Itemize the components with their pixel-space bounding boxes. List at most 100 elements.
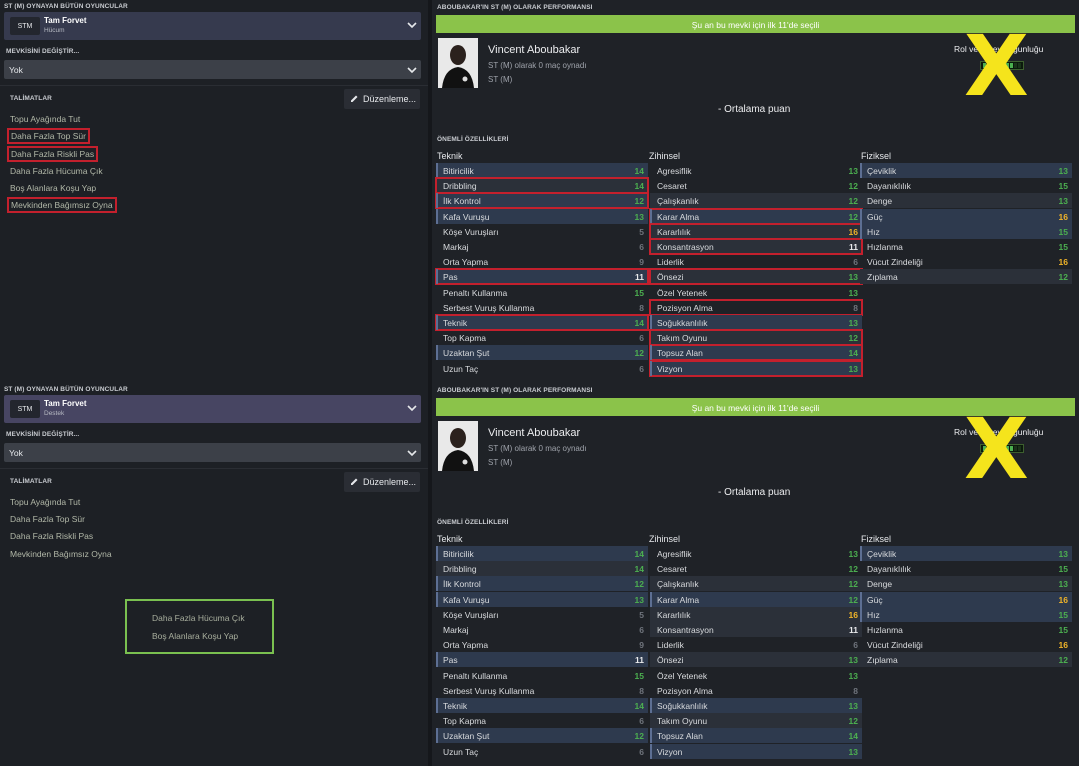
instruction-item[interactable]: Mevkinden Bağımsız Oyna xyxy=(10,549,112,559)
attribute-row[interactable]: Uzaktan Şut 12 xyxy=(436,728,648,744)
attribute-row[interactable]: Uzun Taç 6 xyxy=(436,744,648,759)
attribute-name: Karar Alma xyxy=(657,594,700,605)
change-position-select[interactable]: Yok xyxy=(4,60,421,79)
instruction-item[interactable]: Daha Fazla Hücuma Çık xyxy=(10,166,103,176)
attribute-row[interactable]: Takım Oyunu 12 xyxy=(650,713,862,729)
attribute-row[interactable]: Kafa Vuruşu 13 xyxy=(436,591,648,607)
attribute-row[interactable]: Serbest Vuruş Kullanma 8 xyxy=(436,683,648,698)
attribute-row[interactable]: Kararlılık 16 xyxy=(649,222,863,240)
attribute-value: 12 xyxy=(848,333,858,344)
attribute-row[interactable]: Teknik 14 xyxy=(435,314,649,331)
attribute-row[interactable]: Topsuz Alan 14 xyxy=(650,728,862,744)
attribute-row[interactable]: Cesaret 12 xyxy=(650,178,862,193)
attribute-row[interactable]: Markaj 6 xyxy=(436,622,648,637)
attribute-row[interactable]: Top Kapma 6 xyxy=(436,330,648,345)
boxed-instruction[interactable]: Daha Fazla Hücuma Çık xyxy=(152,613,245,623)
attribute-row[interactable]: Bitiricilik 14 xyxy=(436,546,648,561)
top-pane: ST (M) OYNAYAN BÜTÜN OYUNCULAR STM Tam F… xyxy=(0,3,1075,377)
player-name[interactable]: Vincent Aboubakar xyxy=(488,44,581,56)
attribute-row[interactable]: Hız 15 xyxy=(860,606,1072,622)
attribute-row[interactable]: Uzaktan Şut 12 xyxy=(436,345,648,361)
attribute-row[interactable]: Konsantrasyon 11 xyxy=(650,622,862,637)
change-position-select[interactable]: Yok xyxy=(4,443,421,462)
attribute-row[interactable]: Uzun Taç 6 xyxy=(436,361,648,376)
attribute-row[interactable]: İlk Kontrol 12 xyxy=(436,576,648,592)
attribute-row[interactable]: Dayanıklılık 15 xyxy=(860,178,1072,193)
boxed-instruction[interactable]: Boş Alanlara Koşu Yap xyxy=(152,631,239,641)
attribute-row[interactable]: Pas 11 xyxy=(435,268,649,286)
attribute-row[interactable]: Penaltı Kullanma 15 xyxy=(436,668,648,683)
attribute-row[interactable]: Denge 13 xyxy=(860,576,1072,592)
player-name[interactable]: Vincent Aboubakar xyxy=(488,427,581,439)
attribute-row[interactable]: Özel Yetenek 13 xyxy=(650,668,862,683)
attribute-row[interactable]: Güç 16 xyxy=(860,208,1072,224)
attribute-value: 14 xyxy=(848,731,858,742)
attribute-row[interactable]: Köşe Vuruşları 5 xyxy=(436,607,648,622)
attribute-row[interactable]: İlk Kontrol 12 xyxy=(435,192,649,210)
attribute-row[interactable]: Serbest Vuruş Kullanma 8 xyxy=(436,300,648,315)
instruction-item[interactable]: Topu Ayağında Tut xyxy=(10,114,81,124)
attribute-name: Çalışkanlık xyxy=(657,579,699,590)
edit-instructions-button[interactable]: Düzenleme... xyxy=(344,472,420,492)
change-position-title: MEVKİSİNİ DEĞİŞTİR... xyxy=(6,431,80,438)
attribute-name: Çeviklik xyxy=(867,166,897,176)
attribute-row[interactable]: Önsezi 13 xyxy=(649,268,863,286)
instruction-item[interactable]: Daha Fazla Riskli Pas xyxy=(10,531,94,541)
attribute-row[interactable]: Özel Yetenek 13 xyxy=(650,285,862,300)
attribute-row[interactable]: Liderlik 6 xyxy=(650,637,862,652)
instruction-item[interactable]: Boş Alanlara Koşu Yap xyxy=(10,183,97,193)
instruction-item[interactable]: Daha Fazla Top Sür xyxy=(10,514,85,524)
attribute-row[interactable]: Önsezi 13 xyxy=(650,652,862,668)
attribute-row[interactable]: Güç 16 xyxy=(860,591,1072,607)
attribute-row[interactable]: Çalışkanlık 12 xyxy=(650,193,862,209)
attribute-row[interactable]: Hız 15 xyxy=(860,223,1072,239)
attribute-row[interactable]: Penaltı Kullanma 15 xyxy=(436,285,648,300)
attribute-row[interactable]: Vizyon 13 xyxy=(650,743,862,759)
attribute-row[interactable]: Liderlik 6 xyxy=(650,254,862,269)
attribute-row[interactable]: Konsantrasyon 11 xyxy=(649,238,863,255)
attribute-row[interactable]: Vizyon 13 xyxy=(649,359,863,377)
instruction-item[interactable]: Mevkinden Bağımsız Oyna xyxy=(7,197,117,213)
attribute-row[interactable]: Dribbling 14 xyxy=(435,177,649,195)
attribute-value: 16 xyxy=(848,226,858,237)
attribute-row[interactable]: Zıplama 12 xyxy=(860,269,1072,285)
attribute-row[interactable]: Orta Yapma 9 xyxy=(436,254,648,269)
attribute-row[interactable]: Dayanıklılık 15 xyxy=(860,561,1072,576)
attribute-row[interactable]: Agresiflik 13 xyxy=(650,546,862,561)
attribute-row[interactable]: Çalışkanlık 12 xyxy=(650,576,862,592)
instruction-item[interactable]: Daha Fazla Top Sür xyxy=(7,128,90,144)
attribute-row[interactable]: Zıplama 12 xyxy=(860,652,1072,668)
attribute-row[interactable]: Çeviklik 13 xyxy=(860,546,1072,561)
attribute-row[interactable]: Teknik 14 xyxy=(436,698,648,713)
attribute-row[interactable]: Vücut Zindeliği 16 xyxy=(860,637,1072,652)
attribute-row[interactable]: Topsuz Alan 14 xyxy=(649,344,863,362)
attribute-row[interactable]: Vücut Zindeliği 16 xyxy=(860,254,1072,269)
instruction-item[interactable]: Daha Fazla Riskli Pas xyxy=(6,146,99,162)
attribute-row[interactable]: Hızlanma 15 xyxy=(860,239,1072,254)
attribute-row[interactable]: Karar Alma 12 xyxy=(649,207,863,225)
attribute-row[interactable]: Orta Yapma 9 xyxy=(436,637,648,652)
attribute-row[interactable]: Pozisyon Alma 8 xyxy=(649,298,863,316)
attribute-row[interactable]: Cesaret 12 xyxy=(650,561,862,576)
attribute-row[interactable]: Agresiflik 13 xyxy=(650,163,862,178)
role-selector[interactable]: STM Tam Forvet Destek xyxy=(4,395,421,423)
instruction-item[interactable]: Topu Ayağında Tut xyxy=(10,497,81,507)
attribute-row[interactable]: Soğukkanlılık 13 xyxy=(650,315,862,330)
attribute-row[interactable]: Kafa Vuruşu 13 xyxy=(436,208,648,224)
attribute-row[interactable]: Pas 11 xyxy=(436,652,648,668)
attribute-row[interactable]: Köşe Vuruşları 5 xyxy=(436,224,648,239)
attribute-row[interactable]: Hızlanma 15 xyxy=(860,622,1072,637)
role-selector[interactable]: STM Tam Forvet Hücum xyxy=(4,12,421,40)
attribute-row[interactable]: Takım Oyunu 12 xyxy=(649,329,863,347)
edit-instructions-button[interactable]: Düzenleme... xyxy=(344,89,420,109)
attribute-row[interactable]: Soğukkanlılık 13 xyxy=(650,698,862,713)
attribute-row[interactable]: Dribbling 14 xyxy=(436,561,648,577)
attribute-row[interactable]: Markaj 6 xyxy=(436,239,648,254)
attribute-row[interactable]: Pozisyon Alma 8 xyxy=(650,683,862,698)
attribute-row[interactable]: Karar Alma 12 xyxy=(650,591,862,607)
attribute-row[interactable]: Kararlılık 16 xyxy=(650,606,862,622)
attribute-row[interactable]: Denge 13 xyxy=(860,193,1072,209)
attribute-row[interactable]: Çeviklik 13 xyxy=(860,163,1072,178)
attribute-row[interactable]: Bitiricilik 14 xyxy=(436,163,648,178)
attribute-row[interactable]: Top Kapma 6 xyxy=(436,713,648,728)
